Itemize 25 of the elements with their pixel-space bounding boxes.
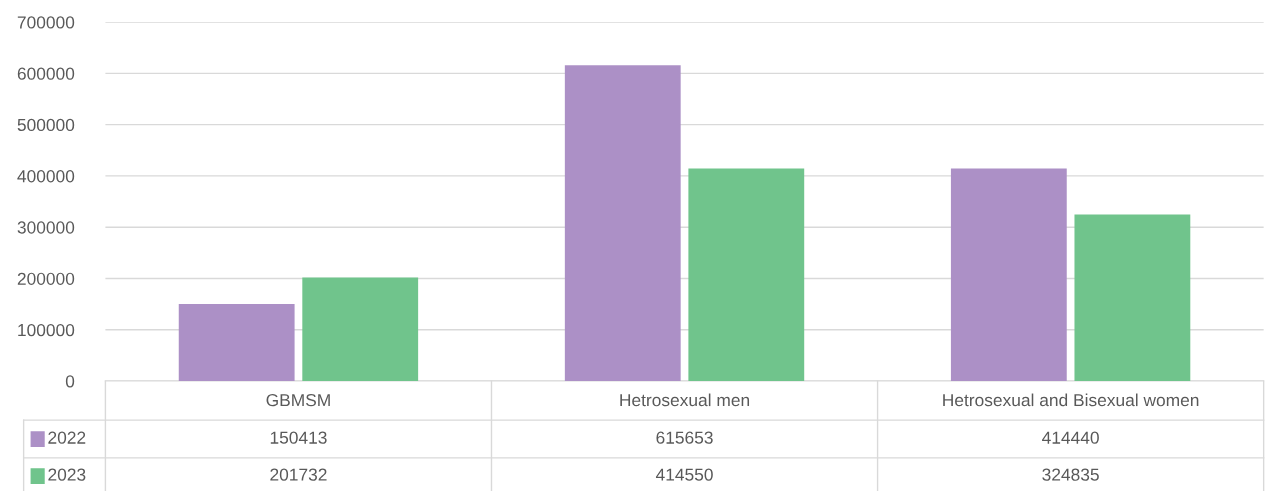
y-tick-label: 100000: [18, 323, 75, 337]
data-label: 615653: [656, 431, 713, 444]
legend-label: 2023: [48, 468, 86, 481]
y-tick-label: 600000: [17, 67, 75, 80]
data-label: 201732: [270, 468, 327, 481]
bar: [688, 168, 805, 382]
bar: [302, 277, 419, 382]
y-tick-label: 500000: [17, 118, 75, 132]
y-tick-label: 700000: [17, 16, 75, 29]
bar: [178, 303, 295, 382]
data-label: 150413: [270, 431, 327, 444]
data-label: 414550: [655, 468, 713, 481]
bar: [1074, 214, 1191, 382]
legend-label: 2022: [48, 431, 86, 444]
bar: [950, 168, 1067, 382]
y-tick-label: 0: [65, 375, 75, 388]
data-label: 414440: [1042, 431, 1099, 444]
y-tick-label: 400000: [17, 170, 75, 183]
y-tick-label: 300000: [17, 221, 75, 234]
x-tick-label: Hetrosexual men: [620, 393, 750, 407]
y-tick-label: 200000: [17, 272, 75, 285]
data-label: 324835: [1042, 468, 1099, 481]
bar: [564, 65, 681, 382]
x-tick-label: GBMSM: [266, 393, 330, 407]
x-tick-label: Hetrosexual and Bisexual women: [943, 393, 1199, 407]
